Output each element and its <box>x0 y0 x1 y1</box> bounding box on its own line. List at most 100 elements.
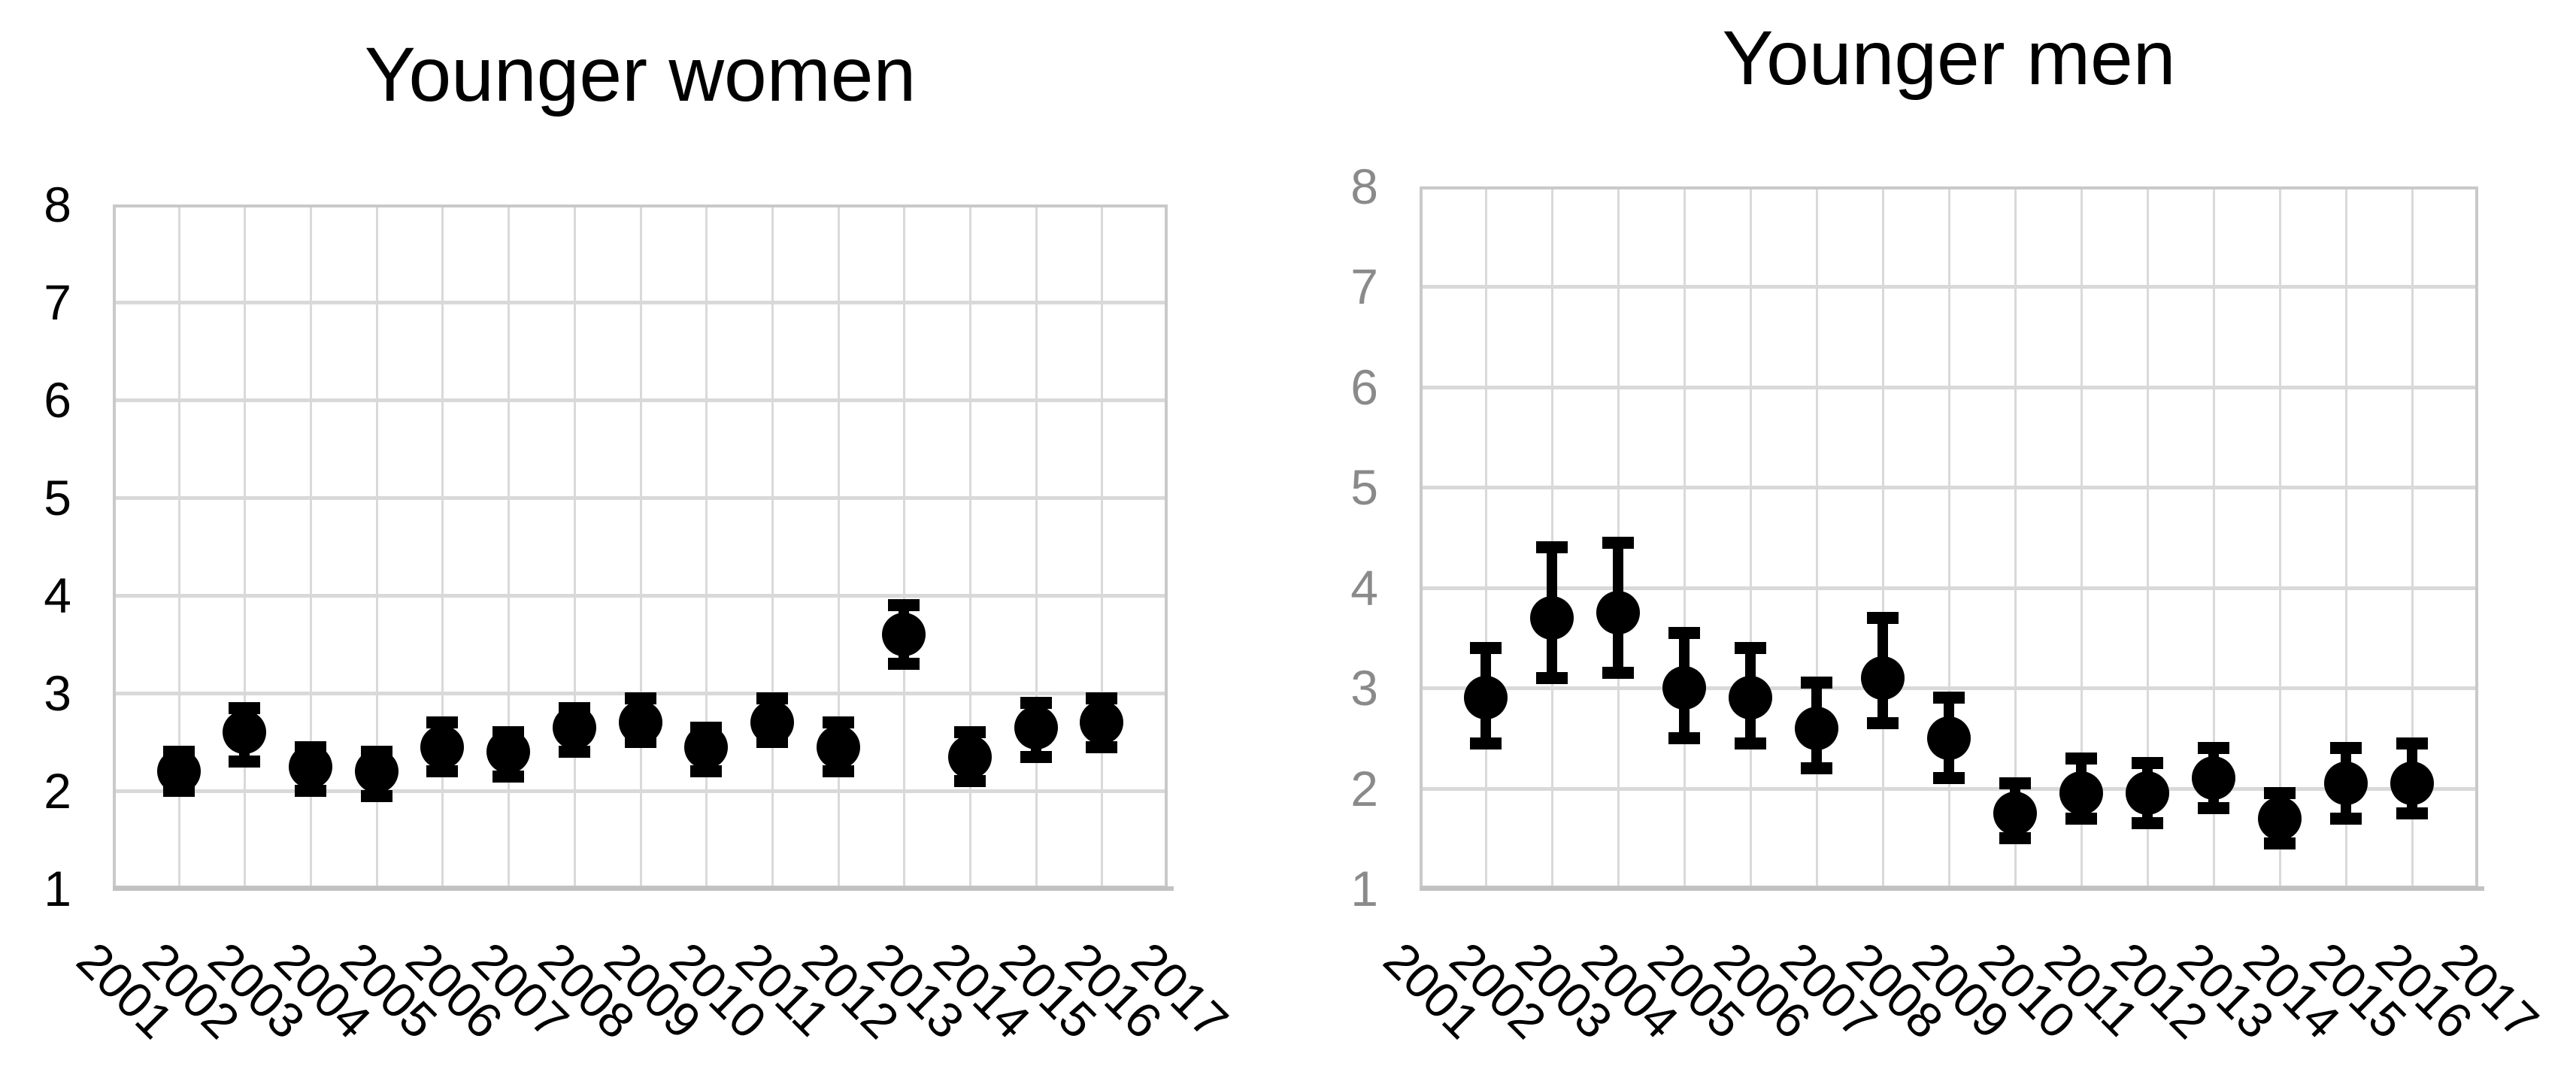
data-point-marker <box>1729 676 1772 720</box>
error-bar-cap-bottom <box>1470 737 1502 749</box>
data-point-marker <box>2390 761 2434 805</box>
gridline-vertical <box>968 204 971 889</box>
y-tick-label: 3 <box>1350 660 1378 716</box>
data-point-marker <box>156 749 201 793</box>
error-bar-cap-top <box>1602 536 1634 549</box>
error-bar-cap-top <box>1735 641 1766 654</box>
gridline-vertical <box>639 204 642 889</box>
error-bar-cap-top <box>1801 677 1832 689</box>
error-bar-cap-top <box>426 716 459 728</box>
data-point-marker <box>354 749 399 793</box>
y-tick-label: 2 <box>44 763 71 819</box>
data-point-marker <box>1530 595 1574 640</box>
error-bar-cap-top <box>1999 777 2031 789</box>
data-point-marker <box>2258 796 2302 840</box>
gridline-vertical <box>573 204 576 889</box>
data-point-marker <box>486 730 531 774</box>
error-bar-cap-top <box>1668 626 1700 639</box>
gridline-vertical <box>2345 186 2347 889</box>
gridline-vertical <box>705 204 708 889</box>
data-point-marker <box>2059 771 2103 816</box>
error-bar-cap-bottom <box>295 785 327 797</box>
error-bar-cap-top <box>822 716 854 728</box>
data-point-marker <box>1993 791 2037 835</box>
gridline-vertical <box>508 204 511 889</box>
gridline-vertical <box>441 204 444 889</box>
error-bar-cap-top <box>2198 742 2229 755</box>
error-bar-cap-top <box>1020 697 1052 709</box>
error-bar-cap-bottom <box>2132 817 2163 830</box>
gridline-vertical <box>2411 186 2414 889</box>
data-point-marker <box>1795 706 1838 750</box>
chart-title-left: Younger women <box>364 32 917 117</box>
data-point-marker <box>1596 591 1640 635</box>
data-point-marker <box>618 701 662 744</box>
error-bar-cap-bottom <box>1867 716 1899 729</box>
y-tick-label: 2 <box>1350 760 1378 816</box>
y-tick-label: 1 <box>44 861 71 916</box>
error-bar-cap-top <box>1470 641 1502 654</box>
error-bar-cap-top <box>1536 541 1568 554</box>
data-point-marker <box>947 734 992 779</box>
gridline-vertical <box>2080 186 2083 889</box>
data-point-marker <box>1080 701 1124 744</box>
error-bar-cap-bottom <box>1933 772 1965 785</box>
data-point-marker <box>1662 666 1706 710</box>
x-axis-line <box>113 886 1174 891</box>
y-tick-label: 5 <box>1350 459 1378 516</box>
gridline-vertical <box>903 204 906 889</box>
data-point-marker <box>1861 656 1905 700</box>
error-bar-cap-top <box>2396 737 2428 749</box>
error-bar-cap-bottom <box>822 765 854 777</box>
data-point-marker <box>1014 705 1058 749</box>
gridline-vertical <box>771 204 774 889</box>
error-bar-cap-bottom <box>1668 731 1700 744</box>
data-point-marker <box>750 701 794 744</box>
y-tick-label: 7 <box>1350 259 1378 315</box>
error-bar-cap-bottom <box>953 775 986 787</box>
error-bar-cap-bottom <box>2330 812 2362 825</box>
gridline-vertical <box>1683 186 1686 889</box>
error-bar-cap-bottom <box>558 746 590 758</box>
data-point-marker <box>289 744 333 789</box>
error-bar-cap-bottom <box>690 765 723 777</box>
y-tick-label: 4 <box>44 568 71 623</box>
error-bar-cap-bottom <box>229 756 261 768</box>
error-bar-cap-bottom <box>2065 812 2097 825</box>
gridline-vertical <box>1035 204 1038 889</box>
y-tick-label: 8 <box>1350 159 1378 214</box>
y-tick-label: 5 <box>44 470 71 525</box>
error-bar-cap-top <box>1867 611 1899 624</box>
error-bar-cap-top <box>2330 742 2362 755</box>
y-tick-label: 8 <box>44 177 71 232</box>
error-bar-cap-top <box>888 599 920 611</box>
data-point-marker <box>223 710 267 754</box>
gridline-vertical <box>2279 186 2281 889</box>
error-bar-cap-bottom <box>2396 807 2428 819</box>
data-point-marker <box>1464 676 1508 720</box>
data-point-marker <box>2126 771 2169 816</box>
error-bar-cap-bottom <box>1801 762 1832 774</box>
gridline-vertical <box>2147 186 2149 889</box>
error-bar-cap-top <box>2132 757 2163 770</box>
gridline-vertical <box>1551 186 1553 889</box>
error-bar-cap-top <box>2065 752 2097 765</box>
gridline-vertical <box>2014 186 2017 889</box>
y-tick-label: 6 <box>44 372 71 428</box>
data-point-marker <box>420 725 465 769</box>
error-bar-cap-bottom <box>1086 740 1118 753</box>
gridline-vertical <box>177 204 180 889</box>
gridline-vertical <box>310 204 313 889</box>
y-tick-label: 4 <box>1350 559 1378 616</box>
data-point-marker <box>2324 761 2368 805</box>
gridline-vertical <box>1750 186 1752 889</box>
gridline-vertical <box>2213 186 2215 889</box>
error-bar-cap-bottom <box>2264 837 2296 849</box>
data-point-marker <box>552 705 596 749</box>
gridline-vertical <box>244 204 247 889</box>
chart-title-right: Younger men <box>1722 15 2176 101</box>
